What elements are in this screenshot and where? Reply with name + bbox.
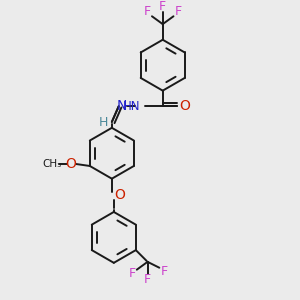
Text: F: F [143,5,151,18]
Text: CH₃: CH₃ [42,159,61,169]
Text: HN: HN [123,100,140,113]
Text: N: N [116,99,127,113]
Text: O: O [65,157,76,171]
Text: F: F [160,265,168,278]
Text: F: F [144,273,151,286]
Text: F: F [128,267,136,280]
Text: O: O [179,99,190,113]
Text: H: H [98,116,108,129]
Text: F: F [159,0,166,13]
Text: F: F [175,5,182,18]
Text: O: O [114,188,125,202]
